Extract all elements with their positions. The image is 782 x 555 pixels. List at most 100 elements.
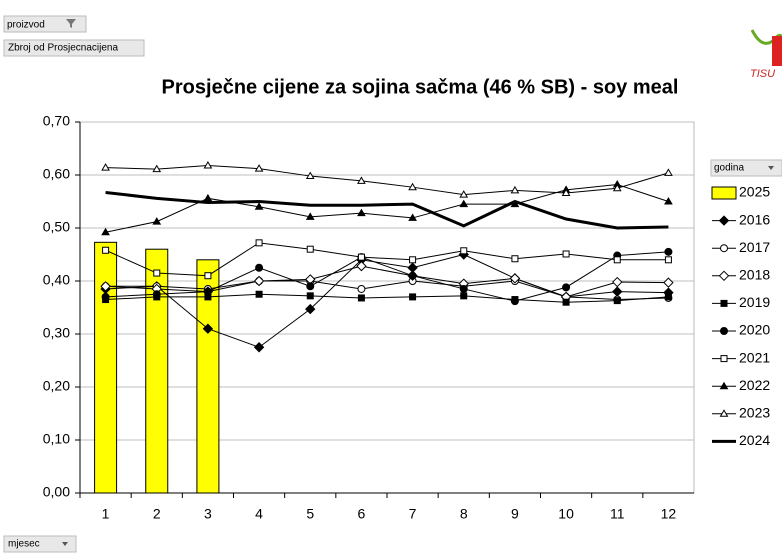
legend-field-button[interactable]: [710, 159, 782, 177]
marker: [255, 290, 263, 298]
marker: [101, 227, 110, 236]
line: [105, 293, 669, 303]
marker: [460, 247, 468, 255]
axis-field: mjesec: [8, 539, 40, 550]
marker: [509, 273, 521, 284]
marker: [409, 293, 417, 301]
bar: [196, 259, 220, 494]
y-tick-label: 0,30: [43, 325, 70, 341]
marker: [664, 247, 673, 256]
marker: [306, 292, 314, 300]
marker: [664, 197, 673, 205]
marker: [562, 298, 570, 306]
filter-button[interactable]: [3, 15, 87, 33]
line: [105, 265, 669, 298]
marker: [306, 282, 315, 291]
marker: [511, 255, 519, 263]
marker: [720, 355, 728, 363]
marker: [305, 303, 316, 315]
x-tick-label: 7: [409, 506, 417, 522]
marker: [459, 284, 468, 293]
legend-label: 2022: [739, 377, 770, 393]
marker: [561, 188, 571, 197]
bar: [145, 248, 169, 494]
marker: [459, 199, 469, 208]
marker: [613, 256, 621, 264]
marker: [305, 212, 315, 220]
marker: [357, 294, 365, 302]
marker: [718, 215, 730, 226]
marker: [306, 245, 314, 253]
axis-field-button[interactable]: [3, 535, 77, 553]
y-tick-label: 0,20: [43, 378, 70, 394]
value-field-button[interactable]: [3, 39, 145, 57]
marker: [357, 284, 366, 293]
line: [105, 242, 669, 277]
marker: [203, 287, 212, 296]
marker: [253, 342, 265, 353]
marker: [357, 176, 366, 184]
marker: [510, 297, 519, 306]
marker: [255, 239, 263, 247]
marker: [254, 164, 264, 172]
x-tick-label: 6: [358, 506, 366, 522]
line: [105, 253, 669, 348]
logo-block: [772, 36, 782, 66]
marker: [664, 293, 672, 301]
marker: [408, 182, 417, 191]
marker: [718, 270, 730, 282]
marker: [562, 250, 570, 258]
marker: [152, 290, 161, 299]
chart-title: Prosječne cijene za sojina sačma (46 % S…: [162, 76, 679, 98]
filter-label: proizvod: [7, 20, 45, 31]
marker: [254, 202, 264, 210]
marker: [357, 208, 366, 217]
marker: [664, 168, 673, 176]
marker: [202, 323, 214, 334]
marker: [305, 171, 315, 180]
legend-label: 2023: [739, 405, 770, 421]
x-tick-label: 12: [661, 506, 677, 522]
marker: [101, 163, 110, 171]
marker: [100, 281, 111, 292]
dropdown-icon: [62, 542, 68, 546]
y-tick-label: 0,60: [43, 166, 70, 182]
dropdown-icon: [768, 166, 774, 170]
marker: [612, 183, 622, 192]
marker: [356, 260, 367, 272]
marker: [510, 185, 520, 194]
marker: [408, 213, 417, 221]
legend-swatch: [711, 186, 737, 200]
line: [105, 280, 669, 301]
marker: [153, 269, 161, 277]
marker: [562, 283, 571, 292]
marker: [409, 256, 417, 264]
marker: [663, 277, 674, 288]
marker: [255, 263, 264, 272]
marker: [152, 164, 162, 173]
line: [105, 190, 669, 230]
marker: [720, 299, 728, 307]
marker: [408, 271, 417, 280]
marker: [720, 327, 728, 335]
y-tick-label: 0,00: [43, 484, 70, 500]
legend-label: 2019: [739, 294, 770, 310]
marker: [459, 190, 469, 198]
marker: [664, 256, 672, 264]
marker: [203, 193, 213, 202]
legend-label: 2025: [739, 184, 770, 200]
marker: [203, 160, 213, 169]
marker: [357, 253, 365, 261]
marker: [253, 275, 265, 287]
x-tick-label: 4: [255, 506, 263, 522]
filter-icon: [66, 19, 76, 28]
marker: [720, 244, 728, 253]
legend-label: 2017: [739, 239, 770, 255]
line: [105, 251, 669, 302]
marker: [152, 217, 162, 225]
x-tick-label: 8: [460, 506, 468, 522]
y-tick-label: 0,10: [43, 431, 70, 447]
marker: [101, 292, 110, 301]
